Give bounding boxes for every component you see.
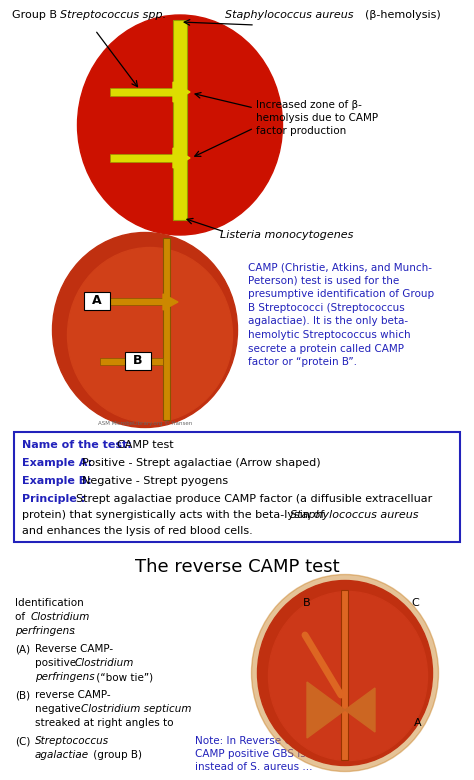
Ellipse shape xyxy=(257,580,432,765)
Text: reverse CAMP-: reverse CAMP- xyxy=(35,690,110,700)
Text: (C): (C) xyxy=(15,736,30,746)
Text: Negative - Strept pyogens: Negative - Strept pyogens xyxy=(82,476,228,486)
Text: Clostridium septicum: Clostridium septicum xyxy=(81,704,191,714)
Bar xyxy=(110,154,173,162)
Text: (“bow tie”): (“bow tie”) xyxy=(93,672,153,682)
Ellipse shape xyxy=(268,591,428,760)
Text: Increased zone of β-
hemolysis due to CAMP
factor production: Increased zone of β- hemolysis due to CA… xyxy=(256,100,378,136)
Text: Staphylococcus aureus: Staphylococcus aureus xyxy=(290,510,419,520)
Text: Principle :: Principle : xyxy=(22,494,89,504)
Text: Streptococcus spp.: Streptococcus spp. xyxy=(60,10,166,20)
Text: Clostridium: Clostridium xyxy=(31,612,91,622)
Text: (A): (A) xyxy=(15,644,30,654)
Text: perfringens: perfringens xyxy=(15,626,74,636)
Text: Identification: Identification xyxy=(15,598,84,608)
Bar xyxy=(125,352,151,370)
Text: Example A:: Example A: xyxy=(22,458,96,468)
Text: :: : xyxy=(72,626,76,636)
Text: streaked at right angles to: streaked at right angles to xyxy=(35,718,173,728)
Bar xyxy=(173,20,187,220)
Polygon shape xyxy=(307,682,345,738)
Text: B: B xyxy=(303,598,311,608)
Text: Staphylococcus aureus: Staphylococcus aureus xyxy=(225,10,354,20)
Bar xyxy=(100,358,163,365)
Polygon shape xyxy=(173,82,190,102)
Ellipse shape xyxy=(252,575,438,771)
Bar xyxy=(341,590,348,760)
Text: Listeria monocytogenes: Listeria monocytogenes xyxy=(220,230,354,240)
Text: positive: positive xyxy=(35,658,79,668)
Polygon shape xyxy=(345,688,375,732)
Text: C: C xyxy=(411,598,419,608)
Text: B: B xyxy=(133,354,143,367)
Text: and enhances the lysis of red blood cells.: and enhances the lysis of red blood cell… xyxy=(22,526,253,536)
Text: Clostridium: Clostridium xyxy=(75,658,134,668)
Text: Positive - Strept agalactiae (Arrow shaped): Positive - Strept agalactiae (Arrow shap… xyxy=(82,458,320,468)
Ellipse shape xyxy=(53,232,237,427)
Text: perfringens: perfringens xyxy=(35,672,95,682)
Text: CAMP test: CAMP test xyxy=(117,440,173,450)
Text: agalactiae: agalactiae xyxy=(35,750,89,760)
Bar xyxy=(100,298,163,305)
Text: of: of xyxy=(15,612,28,622)
Text: Strept agalactiae produce CAMP factor (a diffusible extracelluar: Strept agalactiae produce CAMP factor (a… xyxy=(76,494,432,504)
Text: (B): (B) xyxy=(15,690,30,700)
Text: Example B:: Example B: xyxy=(22,476,95,486)
Polygon shape xyxy=(173,148,190,168)
Text: Group B: Group B xyxy=(12,10,61,20)
Text: ASM MicrobeLibrary.org © Hansen: ASM MicrobeLibrary.org © Hansen xyxy=(98,420,192,426)
Text: Reverse CAMP-: Reverse CAMP- xyxy=(35,644,113,654)
Bar xyxy=(84,292,110,310)
Ellipse shape xyxy=(67,247,233,423)
Bar xyxy=(163,238,170,420)
Text: Name of the test:: Name of the test: xyxy=(22,440,136,450)
Text: The reverse CAMP test: The reverse CAMP test xyxy=(135,558,339,576)
Text: (group B): (group B) xyxy=(90,750,142,760)
Polygon shape xyxy=(163,294,178,310)
Text: CAMP (Christie, Atkins, and Munch-
Peterson) test is used for the
presumptive id: CAMP (Christie, Atkins, and Munch- Peter… xyxy=(248,262,434,367)
Bar xyxy=(14,432,460,542)
Text: (β-hemolysis): (β-hemolysis) xyxy=(225,10,441,20)
Text: A: A xyxy=(414,718,422,728)
Bar xyxy=(110,88,173,96)
Text: protein) that synergistically acts with the beta-lysin of: protein) that synergistically acts with … xyxy=(22,510,328,520)
Text: Note: In Reverse CAMP test -
CAMP positive GBS is taken
instead of S. aureus ...: Note: In Reverse CAMP test - CAMP positi… xyxy=(195,736,345,772)
Text: Streptococcus: Streptococcus xyxy=(35,736,109,746)
Text: A: A xyxy=(92,295,102,307)
Ellipse shape xyxy=(78,15,283,235)
Text: negative: negative xyxy=(35,704,84,714)
